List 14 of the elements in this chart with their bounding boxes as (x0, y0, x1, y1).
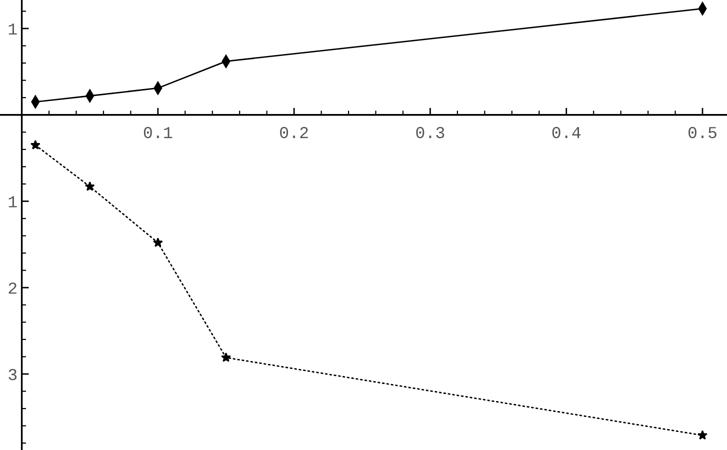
x-tick-label: 0.1 (144, 126, 172, 138)
point (221, 352, 231, 362)
y-tick-label: 3 (8, 368, 17, 380)
x-tick-label: 0.5 (688, 126, 716, 138)
point (698, 430, 708, 440)
y-tick-label: 1 (8, 196, 17, 208)
point (30, 140, 40, 150)
point (84, 181, 95, 191)
x-tick-label: 0.2 (280, 126, 308, 138)
x-tick-label: 0.3 (416, 126, 444, 138)
y-tick-label: 2 (8, 282, 16, 294)
y-tick-label: 1 (8, 24, 17, 35)
x-tick-label: 0.4 (552, 126, 581, 138)
point (152, 238, 163, 248)
